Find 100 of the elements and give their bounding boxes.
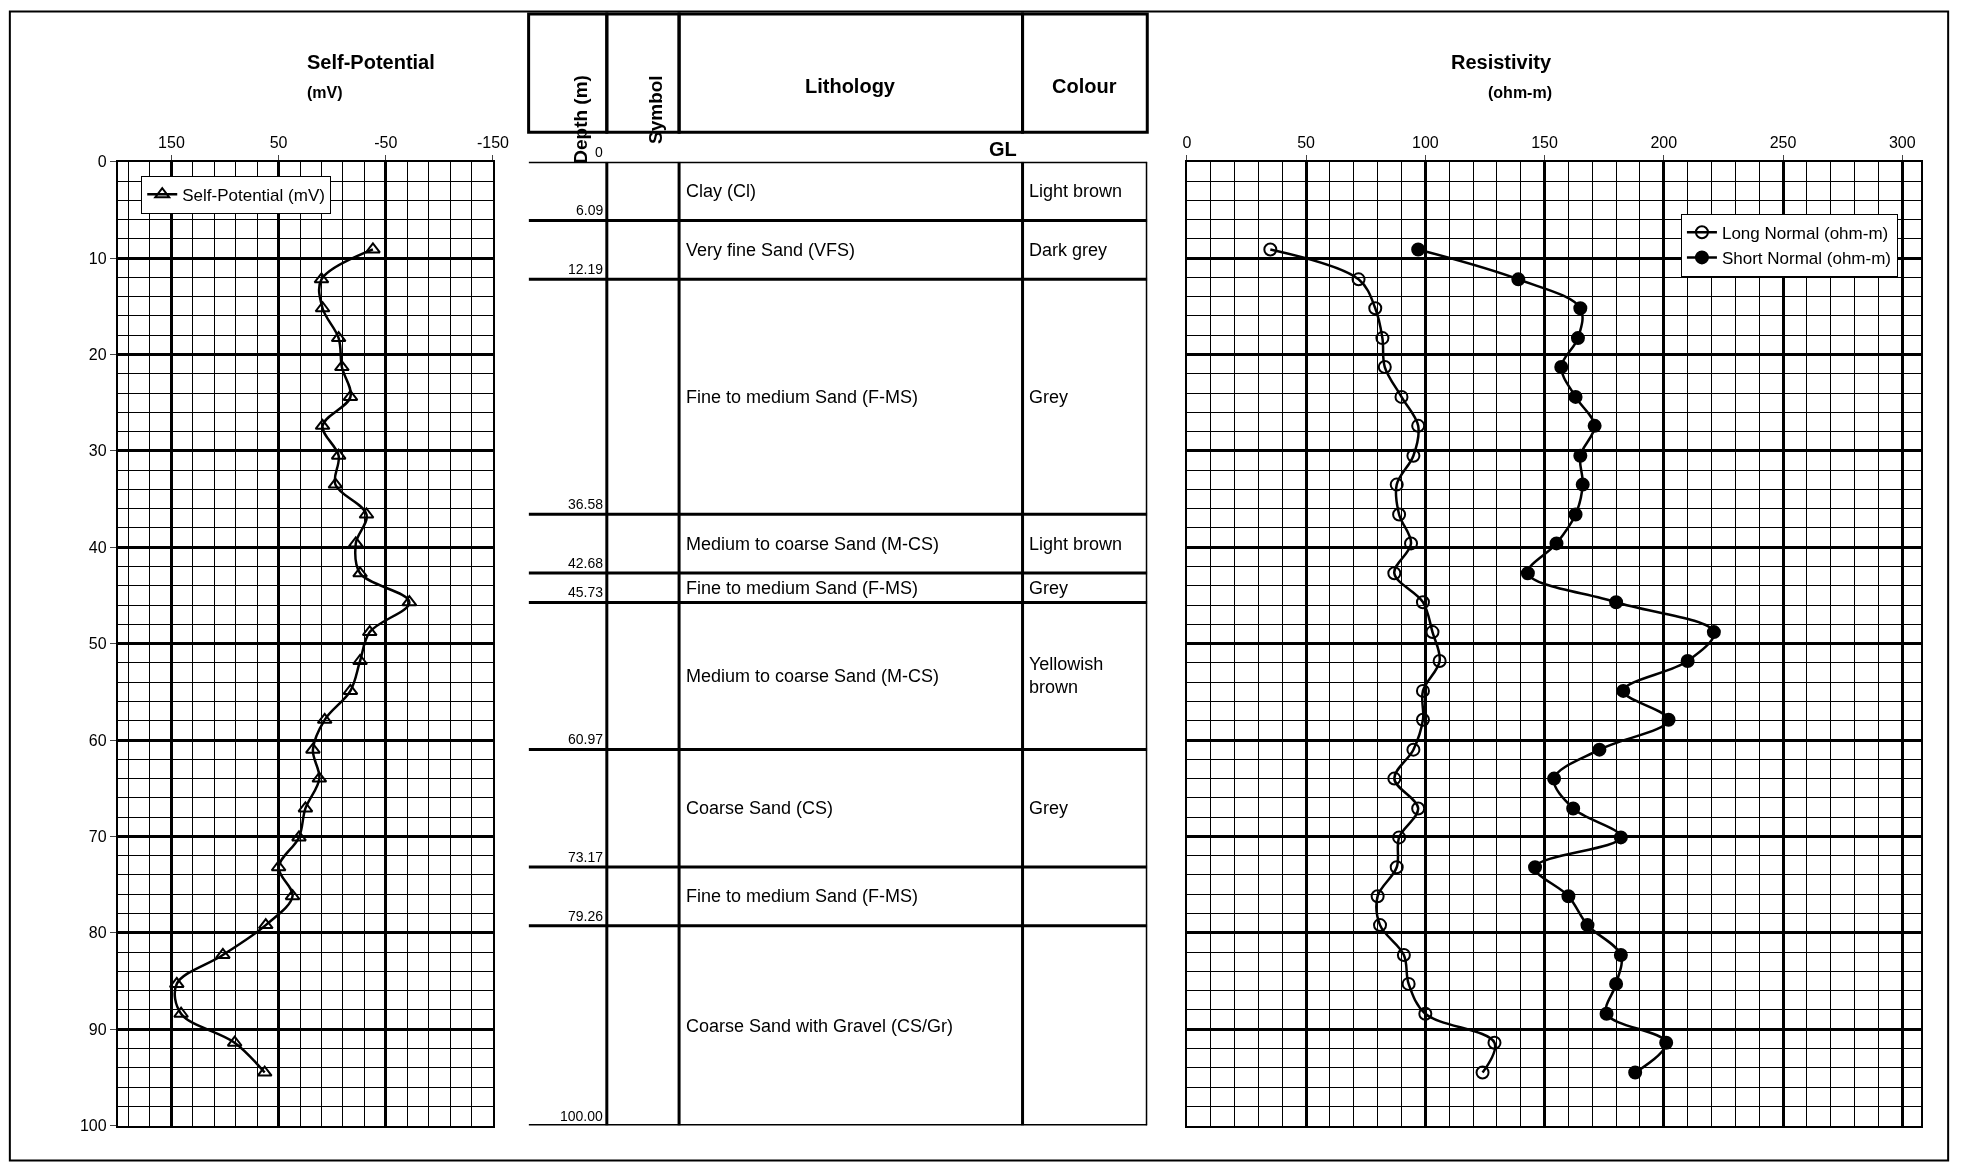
x-tick-label: 100: [1411, 134, 1439, 152]
point: [1394, 389, 1409, 404]
point: [1661, 712, 1676, 727]
x-tick-label: 150: [158, 134, 185, 152]
text: Medium to coarse Sand (M-CS): [686, 666, 940, 686]
text: 100.00: [560, 1108, 604, 1124]
text: 79.26: [568, 908, 604, 924]
point: [1411, 801, 1426, 816]
point: [1411, 242, 1426, 257]
point: [1511, 272, 1526, 287]
point: [358, 507, 375, 519]
point: [1387, 771, 1402, 786]
text: Clay (Cl): [686, 181, 756, 201]
point: [1368, 301, 1383, 316]
point: [1568, 507, 1583, 522]
point: [1389, 477, 1404, 492]
point: [1396, 947, 1411, 962]
point: [304, 742, 321, 754]
point: [1415, 683, 1430, 698]
point: [1628, 1065, 1643, 1080]
chart-subtitle: (mV): [307, 84, 343, 101]
text: Fine to medium Sand (F-MS): [686, 886, 919, 906]
point: [1609, 595, 1624, 610]
x-tick-label: 300: [1888, 134, 1916, 152]
x-tick-label: 50: [269, 134, 288, 152]
y-tick-label: 90: [88, 1020, 107, 1038]
point: [342, 683, 359, 695]
point: [316, 712, 333, 724]
point: [327, 477, 344, 489]
point: [297, 801, 314, 813]
category-label: Colour: [1052, 75, 1117, 97]
text: Grey: [1029, 798, 1069, 818]
text: Coarse Sand (CS): [686, 798, 834, 818]
point: [291, 830, 307, 842]
point: [342, 389, 359, 401]
point: [1573, 448, 1588, 463]
point: [1401, 976, 1416, 991]
text: Dark grey: [1029, 240, 1108, 260]
y-tick-label: 20: [88, 346, 107, 364]
text: Fine to medium Sand (F-MS): [686, 387, 919, 407]
point: [1487, 1035, 1502, 1050]
point: [347, 536, 364, 548]
point: [1406, 448, 1421, 463]
point: [361, 625, 378, 637]
point: [226, 1035, 243, 1047]
point: [270, 860, 287, 872]
point: [1573, 301, 1588, 316]
point: [256, 1065, 273, 1077]
point: [1389, 860, 1404, 875]
point: [214, 947, 231, 959]
text: Light brown: [1029, 181, 1123, 201]
point: [1587, 418, 1602, 433]
point: [1520, 566, 1535, 581]
y-tick-label: 100: [79, 1117, 107, 1135]
x-tick-label: -150: [476, 134, 510, 152]
point: [1566, 801, 1581, 816]
legend-label: Short Normal (ohm-m): [1721, 249, 1892, 269]
point: [1406, 742, 1421, 757]
point: [311, 771, 328, 783]
point: [1373, 918, 1388, 933]
point: [352, 566, 368, 578]
point: [1415, 712, 1430, 727]
chart-title: Resistivity: [1451, 51, 1552, 73]
point: [1599, 1006, 1614, 1021]
point: [1568, 389, 1583, 404]
chart-title: Self-Potential: [307, 51, 435, 73]
point: [1387, 566, 1402, 581]
point: [1425, 625, 1440, 640]
text: 45.73: [568, 584, 604, 600]
y-tick-label: 0: [97, 153, 107, 171]
text: Medium to coarse Sand (M-CS): [686, 534, 940, 554]
text: Grey: [1029, 578, 1069, 598]
y-tick-label: 50: [88, 635, 107, 653]
point: [1411, 418, 1426, 433]
point: [1392, 507, 1407, 522]
point: [1609, 976, 1624, 991]
y-tick-label: 80: [88, 924, 107, 942]
point: [330, 448, 347, 460]
category-label: Symbol: [644, 75, 666, 144]
point: [1706, 625, 1721, 640]
point: [1659, 1035, 1674, 1050]
point: [1580, 918, 1595, 933]
point: [1415, 595, 1430, 610]
point: [284, 889, 301, 901]
point: [1351, 272, 1366, 287]
point: [1475, 1065, 1490, 1080]
point: [401, 595, 418, 607]
point: [1547, 771, 1562, 786]
text: 73.17: [568, 849, 604, 865]
x-tick-label: 0: [1182, 134, 1192, 152]
point: [1528, 860, 1543, 875]
x-tick-label: 200: [1650, 134, 1678, 152]
text: 36.58: [568, 496, 604, 512]
text: Very fine Sand (VFS): [686, 240, 856, 260]
point: [365, 242, 381, 254]
point: [1561, 889, 1576, 904]
point: [257, 918, 274, 930]
y-tick-label: 30: [88, 442, 107, 460]
text: 6.09: [576, 202, 604, 218]
text: Coarse Sand with Gravel (CS/Gr): [686, 1016, 954, 1036]
